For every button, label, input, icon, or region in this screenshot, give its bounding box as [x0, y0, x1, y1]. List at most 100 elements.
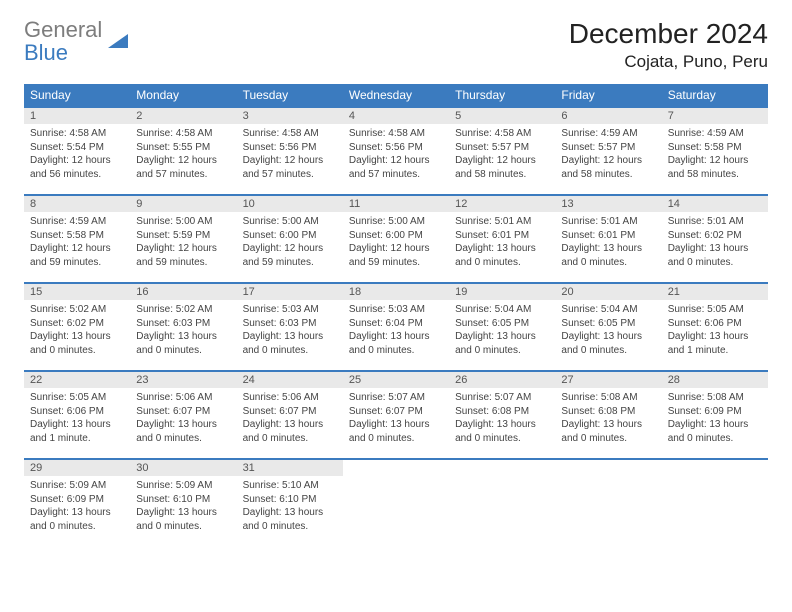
calendar-day-cell: 11Sunrise: 5:00 AMSunset: 6:00 PMDayligh…: [343, 195, 449, 283]
calendar-day-cell: 19Sunrise: 5:04 AMSunset: 6:05 PMDayligh…: [449, 283, 555, 371]
day-details: Sunrise: 5:09 AMSunset: 6:10 PMDaylight:…: [130, 476, 236, 539]
day-number: 10: [237, 196, 343, 212]
day-number: 15: [24, 284, 130, 300]
day-number: 2: [130, 108, 236, 124]
day-details: Sunrise: 5:05 AMSunset: 6:06 PMDaylight:…: [24, 388, 130, 451]
header: General Blue December 2024 Cojata, Puno,…: [24, 18, 768, 72]
day-number: 25: [343, 372, 449, 388]
calendar-day-cell: 1Sunrise: 4:58 AMSunset: 5:54 PMDaylight…: [24, 107, 130, 195]
calendar-day-cell: 7Sunrise: 4:59 AMSunset: 5:58 PMDaylight…: [662, 107, 768, 195]
calendar-day-cell: 4Sunrise: 4:58 AMSunset: 5:56 PMDaylight…: [343, 107, 449, 195]
day-details: Sunrise: 4:59 AMSunset: 5:58 PMDaylight:…: [24, 212, 130, 275]
calendar-day-cell: 2Sunrise: 4:58 AMSunset: 5:55 PMDaylight…: [130, 107, 236, 195]
calendar-page: General Blue December 2024 Cojata, Puno,…: [0, 0, 792, 565]
day-number: 13: [555, 196, 661, 212]
day-details: Sunrise: 5:04 AMSunset: 6:05 PMDaylight:…: [555, 300, 661, 363]
calendar-day-cell: 15Sunrise: 5:02 AMSunset: 6:02 PMDayligh…: [24, 283, 130, 371]
brand-text: General Blue: [24, 18, 102, 64]
day-number: 23: [130, 372, 236, 388]
calendar-day-cell: 6Sunrise: 4:59 AMSunset: 5:57 PMDaylight…: [555, 107, 661, 195]
calendar-day-cell: 22Sunrise: 5:05 AMSunset: 6:06 PMDayligh…: [24, 371, 130, 459]
day-number: 1: [24, 108, 130, 124]
day-details: Sunrise: 4:58 AMSunset: 5:55 PMDaylight:…: [130, 124, 236, 187]
title-block: December 2024 Cojata, Puno, Peru: [569, 18, 768, 72]
calendar-day-cell: 24Sunrise: 5:06 AMSunset: 6:07 PMDayligh…: [237, 371, 343, 459]
calendar-day-cell: 10Sunrise: 5:00 AMSunset: 6:00 PMDayligh…: [237, 195, 343, 283]
day-number: 24: [237, 372, 343, 388]
day-number: 3: [237, 108, 343, 124]
day-number: 7: [662, 108, 768, 124]
weekday-header: Thursday: [449, 84, 555, 107]
calendar-day-cell: 5Sunrise: 4:58 AMSunset: 5:57 PMDaylight…: [449, 107, 555, 195]
day-number: 26: [449, 372, 555, 388]
calendar-day-cell: 12Sunrise: 5:01 AMSunset: 6:01 PMDayligh…: [449, 195, 555, 283]
day-details: Sunrise: 5:04 AMSunset: 6:05 PMDaylight:…: [449, 300, 555, 363]
day-details: Sunrise: 5:03 AMSunset: 6:04 PMDaylight:…: [343, 300, 449, 363]
day-number: 14: [662, 196, 768, 212]
calendar-day-cell: 14Sunrise: 5:01 AMSunset: 6:02 PMDayligh…: [662, 195, 768, 283]
day-number: 18: [343, 284, 449, 300]
day-number: 6: [555, 108, 661, 124]
calendar-day-cell: 17Sunrise: 5:03 AMSunset: 6:03 PMDayligh…: [237, 283, 343, 371]
day-details: Sunrise: 5:01 AMSunset: 6:01 PMDaylight:…: [555, 212, 661, 275]
brand-word-1: General: [24, 17, 102, 42]
day-details: Sunrise: 5:01 AMSunset: 6:01 PMDaylight:…: [449, 212, 555, 275]
day-details: Sunrise: 5:07 AMSunset: 6:07 PMDaylight:…: [343, 388, 449, 451]
day-details: Sunrise: 5:00 AMSunset: 5:59 PMDaylight:…: [130, 212, 236, 275]
day-number: 29: [24, 460, 130, 476]
calendar-day-cell: 30Sunrise: 5:09 AMSunset: 6:10 PMDayligh…: [130, 459, 236, 547]
weekday-header: Wednesday: [343, 84, 449, 107]
calendar-head: SundayMondayTuesdayWednesdayThursdayFrid…: [24, 84, 768, 107]
calendar-empty-cell: [343, 459, 449, 547]
brand-word-2: Blue: [24, 40, 68, 65]
day-details: Sunrise: 5:02 AMSunset: 6:02 PMDaylight:…: [24, 300, 130, 363]
day-number: 30: [130, 460, 236, 476]
day-number: 19: [449, 284, 555, 300]
calendar-day-cell: 20Sunrise: 5:04 AMSunset: 6:05 PMDayligh…: [555, 283, 661, 371]
day-details: Sunrise: 5:09 AMSunset: 6:09 PMDaylight:…: [24, 476, 130, 539]
calendar-week: 22Sunrise: 5:05 AMSunset: 6:06 PMDayligh…: [24, 371, 768, 459]
day-details: Sunrise: 4:58 AMSunset: 5:57 PMDaylight:…: [449, 124, 555, 187]
day-details: Sunrise: 5:07 AMSunset: 6:08 PMDaylight:…: [449, 388, 555, 451]
calendar-day-cell: 31Sunrise: 5:10 AMSunset: 6:10 PMDayligh…: [237, 459, 343, 547]
calendar-day-cell: 13Sunrise: 5:01 AMSunset: 6:01 PMDayligh…: [555, 195, 661, 283]
day-number: 8: [24, 196, 130, 212]
calendar-day-cell: 16Sunrise: 5:02 AMSunset: 6:03 PMDayligh…: [130, 283, 236, 371]
day-details: Sunrise: 5:10 AMSunset: 6:10 PMDaylight:…: [237, 476, 343, 539]
calendar-day-cell: 21Sunrise: 5:05 AMSunset: 6:06 PMDayligh…: [662, 283, 768, 371]
calendar-day-cell: 23Sunrise: 5:06 AMSunset: 6:07 PMDayligh…: [130, 371, 236, 459]
day-number: 11: [343, 196, 449, 212]
calendar-week: 29Sunrise: 5:09 AMSunset: 6:09 PMDayligh…: [24, 459, 768, 547]
calendar-table: SundayMondayTuesdayWednesdayThursdayFrid…: [24, 84, 768, 547]
calendar-week: 15Sunrise: 5:02 AMSunset: 6:02 PMDayligh…: [24, 283, 768, 371]
day-details: Sunrise: 5:06 AMSunset: 6:07 PMDaylight:…: [237, 388, 343, 451]
day-details: Sunrise: 4:59 AMSunset: 5:58 PMDaylight:…: [662, 124, 768, 187]
calendar-day-cell: 8Sunrise: 4:59 AMSunset: 5:58 PMDaylight…: [24, 195, 130, 283]
day-number: 9: [130, 196, 236, 212]
day-number: 16: [130, 284, 236, 300]
calendar-day-cell: 27Sunrise: 5:08 AMSunset: 6:08 PMDayligh…: [555, 371, 661, 459]
calendar-empty-cell: [662, 459, 768, 547]
calendar-day-cell: 9Sunrise: 5:00 AMSunset: 5:59 PMDaylight…: [130, 195, 236, 283]
day-details: Sunrise: 5:03 AMSunset: 6:03 PMDaylight:…: [237, 300, 343, 363]
day-details: Sunrise: 5:05 AMSunset: 6:06 PMDaylight:…: [662, 300, 768, 363]
weekday-header: Monday: [130, 84, 236, 107]
calendar-empty-cell: [449, 459, 555, 547]
location-label: Cojata, Puno, Peru: [569, 52, 768, 72]
day-details: Sunrise: 5:02 AMSunset: 6:03 PMDaylight:…: [130, 300, 236, 363]
weekday-header: Friday: [555, 84, 661, 107]
day-details: Sunrise: 4:58 AMSunset: 5:56 PMDaylight:…: [343, 124, 449, 187]
calendar-body: 1Sunrise: 4:58 AMSunset: 5:54 PMDaylight…: [24, 107, 768, 547]
weekday-header: Tuesday: [237, 84, 343, 107]
day-number: 5: [449, 108, 555, 124]
day-details: Sunrise: 4:58 AMSunset: 5:54 PMDaylight:…: [24, 124, 130, 187]
day-details: Sunrise: 5:00 AMSunset: 6:00 PMDaylight:…: [343, 212, 449, 275]
day-details: Sunrise: 4:58 AMSunset: 5:56 PMDaylight:…: [237, 124, 343, 187]
calendar-day-cell: 26Sunrise: 5:07 AMSunset: 6:08 PMDayligh…: [449, 371, 555, 459]
day-number: 28: [662, 372, 768, 388]
day-number: 17: [237, 284, 343, 300]
day-number: 4: [343, 108, 449, 124]
day-details: Sunrise: 5:00 AMSunset: 6:00 PMDaylight:…: [237, 212, 343, 275]
sail-icon: [106, 32, 130, 50]
month-title: December 2024: [569, 18, 768, 50]
